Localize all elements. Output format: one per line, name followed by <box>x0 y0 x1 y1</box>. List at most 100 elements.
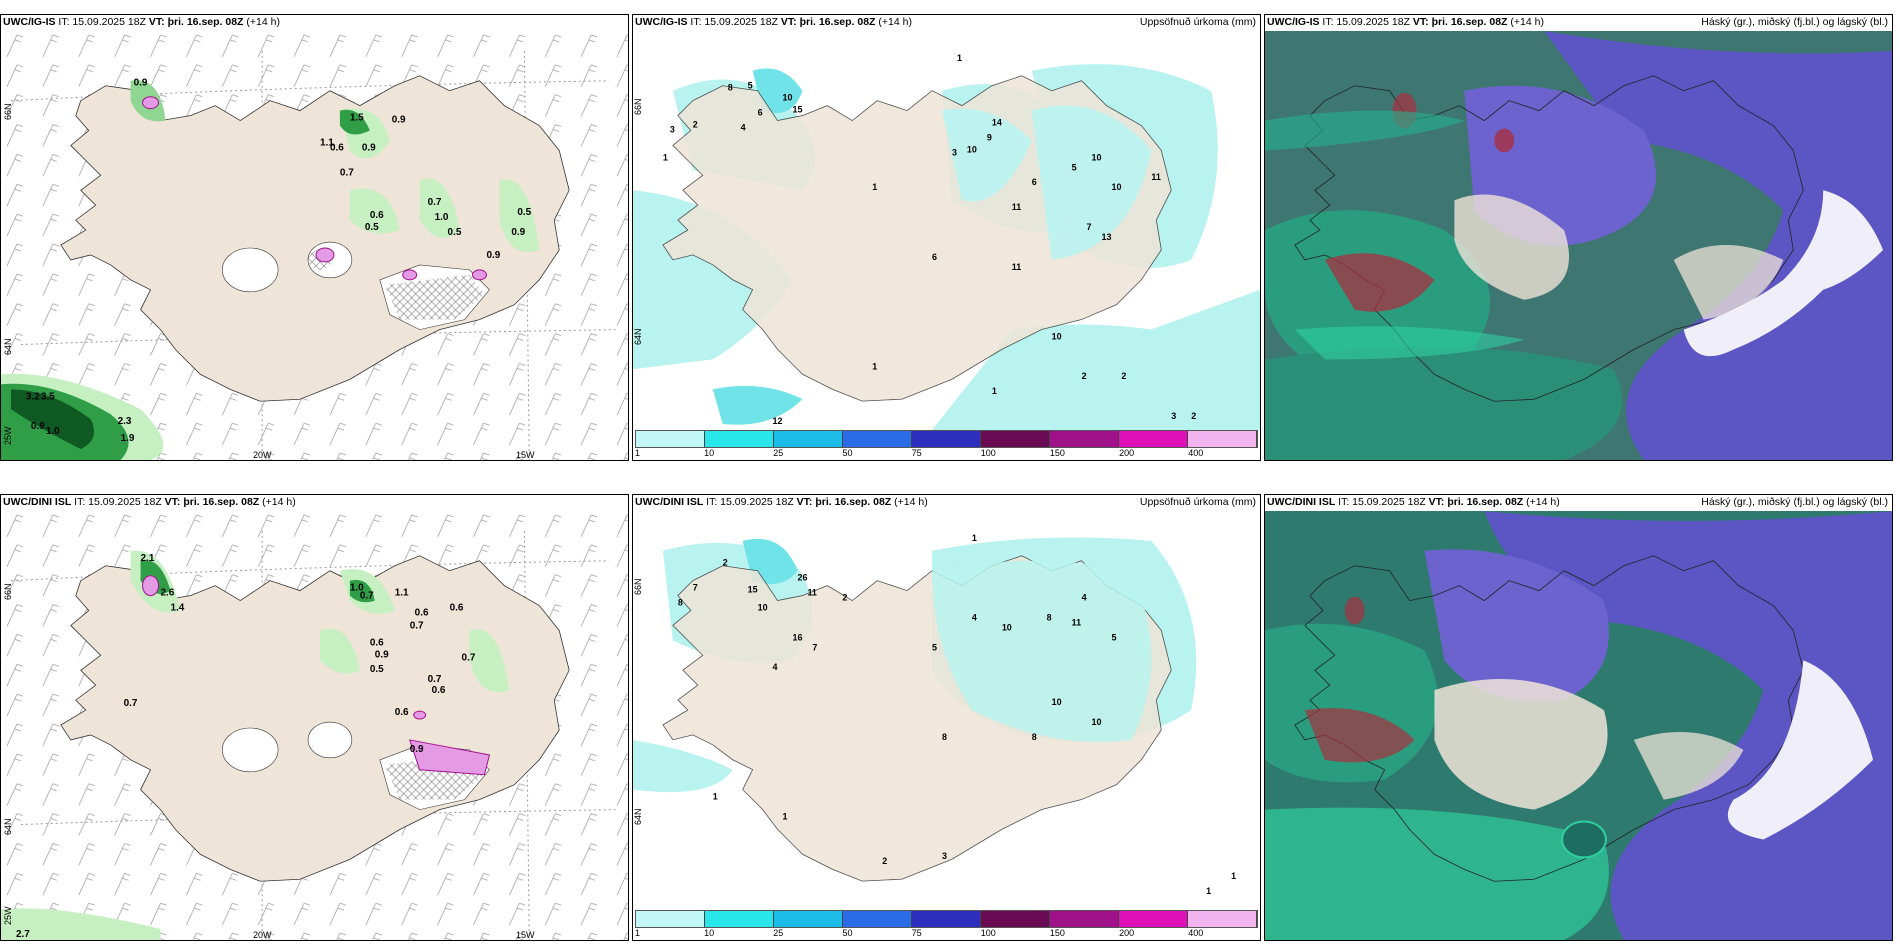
valid-label: VT: <box>1428 496 1445 508</box>
svg-text:2: 2 <box>842 593 847 603</box>
panel-title: Uppsöfnuð úrkoma (mm) <box>1139 16 1256 28</box>
svg-text:12: 12 <box>773 416 783 426</box>
value-label: 0.5 <box>448 227 462 238</box>
lead-time: (+14 h) <box>894 496 928 508</box>
svg-text:0.6: 0.6 <box>432 685 446 696</box>
svg-text:7: 7 <box>812 642 817 652</box>
init-time: IT: 15.09.2025 18Z <box>690 16 778 28</box>
lat-label-64n: 64N <box>3 818 13 835</box>
value-label: 0.5 <box>517 207 531 218</box>
svg-text:5: 5 <box>1072 162 1077 172</box>
map-canvas: 0.9 1.5 0.9 1.1 0.6 0.9 0.7 0.6 0.5 0.7 … <box>1 31 628 460</box>
map-canvas <box>1265 511 1892 940</box>
legend-tick: 200 <box>1119 448 1135 458</box>
legend-colorbar <box>635 910 1258 928</box>
svg-text:8: 8 <box>678 598 683 608</box>
value-label: 1.5 <box>350 113 364 124</box>
svg-text:1: 1 <box>872 361 877 371</box>
lat-label-64n: 64N <box>3 338 13 355</box>
map-wind-precip[interactable]: 2.1 2.6 1.4 1.0 0.7 1.1 0.6 0.6 0.7 0.6 0.9 0.5 … <box>1 511 628 940</box>
legend-tick: 50 <box>842 448 853 458</box>
panel-header: UWC/IG-IS IT: 15.09.2025 18Z VT: þri. 16… <box>1265 15 1892 30</box>
legend-tick: 1 <box>635 928 641 938</box>
init-time: IT: 15.09.2025 18Z <box>58 16 146 28</box>
lat-label-66n: 66N <box>633 578 643 595</box>
svg-text:1: 1 <box>1206 886 1211 896</box>
init-time: IT: 15.09.2025 18Z <box>1322 16 1410 28</box>
legend-tick: 400 <box>1188 928 1204 938</box>
svg-text:0.9: 0.9 <box>410 744 424 755</box>
model-name: UWC/IG-IS <box>635 16 688 28</box>
svg-text:11: 11 <box>1012 202 1021 212</box>
value-label: 2.3 <box>118 416 132 427</box>
valid-label: VT: <box>164 496 181 508</box>
legend-tick: 100 <box>980 448 996 458</box>
svg-text:7: 7 <box>693 583 698 593</box>
svg-text:5: 5 <box>1111 632 1116 642</box>
svg-text:3: 3 <box>942 851 947 861</box>
svg-text:2: 2 <box>882 856 887 866</box>
value-label: 0.9 <box>392 115 406 126</box>
panel-title: Uppsöfnuð úrkoma (mm) <box>1139 496 1256 508</box>
svg-text:5: 5 <box>748 81 753 91</box>
model-name: UWC/IG-IS <box>1267 16 1320 28</box>
svg-text:2.6: 2.6 <box>160 588 174 599</box>
lon-label-25w: 25W <box>3 906 13 925</box>
svg-text:10: 10 <box>758 603 768 613</box>
svg-text:0.7: 0.7 <box>360 591 374 602</box>
panel-title: Háský (gr.), miðský (fj.bl.) og lágský (… <box>1701 16 1888 28</box>
lat-label-66n: 66N <box>3 103 13 120</box>
svg-text:4: 4 <box>773 662 778 672</box>
value-label: 0.9 <box>31 421 45 432</box>
legend-tick: 400 <box>1188 448 1204 458</box>
lat-label-66n: 66N <box>3 583 13 600</box>
valid-time: þri. 16.sep. 08Z <box>799 16 876 28</box>
valid-time: þri. 16.sep. 08Z <box>167 16 244 28</box>
svg-text:2.1: 2.1 <box>141 553 155 564</box>
map-canvas <box>1265 31 1892 460</box>
lon-label-15w: 15W <box>516 930 535 940</box>
svg-text:1: 1 <box>783 811 788 821</box>
svg-text:3: 3 <box>670 124 675 134</box>
legend-tick: 25 <box>773 928 784 938</box>
svg-text:16: 16 <box>792 632 802 642</box>
precip-legend: 1 10 25 50 75 100 150 200 400 <box>633 430 1260 460</box>
svg-text:10: 10 <box>1111 182 1121 192</box>
map-cloud-cover[interactable] <box>1265 511 1892 940</box>
legend-tick: 150 <box>1049 928 1065 938</box>
panel-precip-accum-bottom: UWC/DINI ISL IT: 15.09.2025 18Z VT: þri.… <box>632 494 1261 941</box>
svg-text:1: 1 <box>663 152 668 162</box>
valid-time: þri. 16.sep. 08Z <box>183 496 260 508</box>
svg-text:6: 6 <box>932 252 937 262</box>
svg-text:8: 8 <box>942 732 947 742</box>
svg-text:6: 6 <box>758 108 763 118</box>
panel-title: Háský (gr.), miðský (fj.bl.) og lágský (… <box>1701 496 1888 508</box>
svg-text:11: 11 <box>1072 617 1081 627</box>
panel-wind-precip-top: UWC/IG-IS IT: 15.09.2025 18Z VT: þri. 16… <box>0 14 629 461</box>
valid-label: VT: <box>780 16 797 28</box>
svg-text:4: 4 <box>1082 593 1087 603</box>
svg-text:1: 1 <box>972 533 977 543</box>
value-label: 0.7 <box>340 167 354 178</box>
svg-text:8: 8 <box>1047 612 1052 622</box>
svg-text:0.7: 0.7 <box>124 698 138 709</box>
panel-cloud-bottom: UWC/DINI ISL IT: 15.09.2025 18Z VT: þri.… <box>1264 494 1893 941</box>
model-name: UWC/DINI ISL <box>1267 496 1336 508</box>
svg-text:11: 11 <box>807 588 816 598</box>
svg-text:1: 1 <box>713 792 718 802</box>
svg-text:5: 5 <box>932 642 937 652</box>
lead-time: (+14 h) <box>878 16 912 28</box>
panel-header: UWC/DINI ISL IT: 15.09.2025 18Z VT: þri.… <box>633 495 1260 510</box>
svg-text:13: 13 <box>1102 232 1112 242</box>
lat-label-64n: 64N <box>633 328 643 345</box>
svg-text:10: 10 <box>1052 697 1062 707</box>
svg-text:1.1: 1.1 <box>395 588 409 599</box>
svg-text:3: 3 <box>952 147 957 157</box>
value-label: 0.5 <box>365 222 379 233</box>
map-wind-precip[interactable]: 0.9 1.5 0.9 1.1 0.6 0.9 0.7 0.6 0.5 0.7 … <box>1 31 628 460</box>
svg-text:10: 10 <box>967 144 977 154</box>
lon-label-25w: 25W <box>3 426 13 445</box>
map-cloud-cover[interactable] <box>1265 31 1892 460</box>
